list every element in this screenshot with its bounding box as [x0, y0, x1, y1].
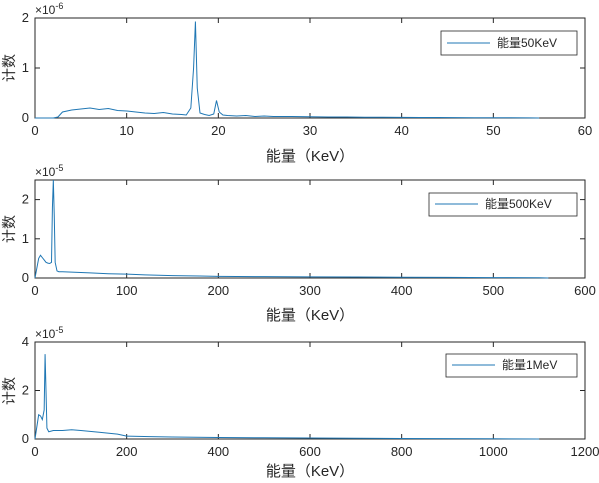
x-tick-label: 40: [394, 123, 408, 138]
y-tick-label: 2: [22, 383, 29, 398]
legend-box: [445, 353, 578, 378]
x-ticks: 0 200 400 600 800 1000 1200: [31, 342, 599, 459]
x-tick-label: 400: [207, 444, 229, 459]
y-exponent-label: ×10-5: [35, 325, 63, 341]
y-tick-label: 1: [22, 231, 29, 246]
y-axis-label: 计数: [1, 54, 17, 82]
y-tick-label: 2: [22, 192, 29, 207]
y-exponent-label: ×10-6: [35, 1, 63, 17]
y-exponent-label: ×10-5: [35, 163, 63, 179]
series-line: [34, 354, 540, 440]
y-tick-label: 2: [22, 10, 29, 25]
legend-label: 能量500KeV: [485, 197, 552, 211]
x-axis-label: 能量（KeV）: [266, 307, 354, 324]
x-tick-label: 600: [299, 444, 321, 459]
subplot-500kev: ×10-5 计数 能量（KeV） 0 100 200 300 400 500 600 0 1 2…: [1, 163, 596, 324]
x-tick-label: 20: [211, 123, 225, 138]
subplot-1mev: ×10-5 计数 能量（KeV） 0 200 400 600 800 1000 1200 0…: [1, 325, 599, 480]
y-tick-label: 1: [22, 60, 29, 75]
x-tick-label: 400: [391, 283, 413, 298]
y-axis-label: 计数: [1, 377, 17, 405]
series-line: [34, 179, 549, 279]
x-tick-label: 30: [303, 123, 317, 138]
x-tick-label: 1000: [479, 444, 508, 459]
x-tick-label: 800: [391, 444, 413, 459]
legend: 能量50KeV: [440, 30, 578, 56]
y-ticks: 0 1 2: [22, 10, 585, 125]
x-tick-label: 1200: [571, 444, 599, 459]
x-tick-label: 600: [574, 283, 596, 298]
y-tick-label: 0: [22, 110, 29, 125]
y-tick-label: 4: [22, 334, 29, 349]
x-axis-label: 能量（KeV）: [266, 463, 354, 480]
y-ticks: 0 2 4: [22, 334, 585, 446]
x-tick-label: 0: [31, 123, 38, 138]
x-ticks: 0 100 200 300 400 500 600: [31, 180, 596, 298]
x-ticks: 0 10 20 30 40 50 60: [31, 18, 592, 138]
x-tick-label: 200: [207, 283, 229, 298]
x-tick-label: 200: [116, 444, 138, 459]
y-tick-label: 0: [22, 270, 29, 285]
series-line: [35, 21, 540, 119]
subplot-50kev: ×10-6 计数 能量（KeV） 0 10 20 30 40 50 60 0 1 2 能量50K…: [1, 1, 592, 165]
legend-label: 能量50KeV: [497, 36, 557, 50]
x-axis-label: 能量（KeV）: [266, 148, 354, 165]
x-tick-label: 500: [482, 283, 504, 298]
y-axis-label: 计数: [1, 215, 17, 243]
y-ticks: 0 1 2: [22, 192, 585, 285]
x-tick-label: 60: [578, 123, 592, 138]
x-tick-label: 100: [116, 283, 138, 298]
x-tick-label: 50: [486, 123, 500, 138]
legend: 能量500KeV: [428, 192, 578, 217]
x-tick-label: 10: [119, 123, 133, 138]
x-tick-label: 0: [31, 444, 38, 459]
legend-box: [428, 192, 578, 217]
legend: 能量1MeV: [445, 353, 578, 378]
legend-label: 能量1MeV: [502, 358, 557, 372]
x-tick-label: 300: [299, 283, 321, 298]
y-tick-label: 0: [22, 431, 29, 446]
x-tick-label: 0: [31, 283, 38, 298]
